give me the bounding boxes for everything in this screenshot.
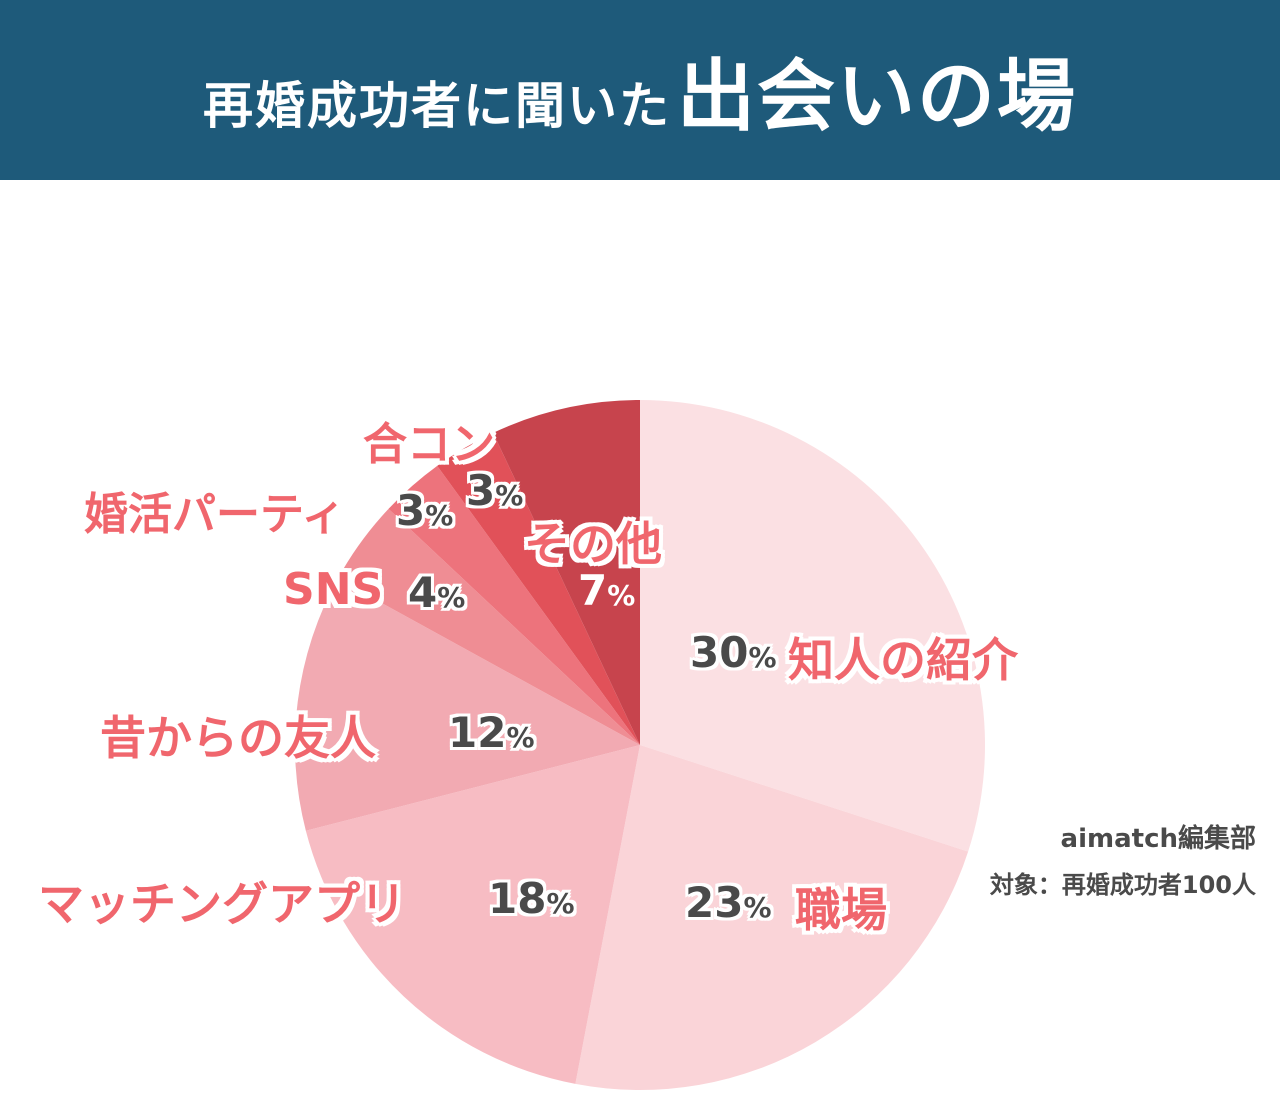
percent-value: 23 [685, 878, 744, 927]
slice-label-matching-app: マッチングアプリ [38, 877, 406, 931]
pie-slice-6 [437, 432, 640, 745]
header-banner: 再婚成功者に聞いた 出会いの場 [0, 0, 1280, 180]
pie-slice-0 [640, 400, 985, 852]
slice-percent-sonota: 7% [578, 566, 635, 615]
percent-value: 7 [578, 566, 608, 615]
percent-sign: % [506, 721, 535, 754]
pie-slice-3 [294, 578, 640, 831]
credit-text: aimatch編集部 [1060, 824, 1256, 854]
percent-value: 18 [488, 874, 547, 923]
pie-chart-area: 合コン 3% 婚活パーティ 3% SNS 4% その他 7% 30% 知人の紹介… [0, 180, 1280, 1091]
slice-label-sonota: その他 [524, 517, 662, 571]
page-title-large: 出会いの場 [676, 52, 1077, 142]
slice-percent-chijin: 30% [690, 628, 777, 677]
slice-label-chijin: 知人の紹介 [788, 633, 1018, 687]
slice-percent-konkatsu-party: 3% [396, 486, 453, 535]
pie-slice-7 [493, 400, 640, 745]
slice-percent-mukashi-yujin: 12% [448, 708, 535, 757]
percent-sign: % [607, 579, 636, 612]
pie-chart [294, 400, 985, 1091]
percent-sign: % [743, 891, 772, 924]
slice-percent-shokuba: 23% [685, 878, 772, 927]
pie-slice-4 [337, 508, 640, 745]
survey-target-text: 対象：再婚成功者100人 [989, 871, 1256, 899]
percent-sign: % [495, 479, 524, 512]
page-title: 再婚成功者に聞いた 出会いの場 [203, 34, 1077, 146]
percent-sign: % [748, 641, 777, 674]
slice-label-gokon: 合コン [363, 419, 495, 470]
footer-credits: aimatch編集部 対象：再婚成功者100人 [990, 818, 1256, 900]
percent-sign: % [546, 887, 575, 920]
percent-value: 30 [690, 628, 749, 677]
page-title-regular: 再婚成功者に聞いた [202, 77, 671, 135]
slice-percent-sns: 4% [408, 568, 465, 617]
slice-percent-matching-app: 18% [488, 874, 575, 923]
percent-value: 3 [396, 486, 426, 535]
percent-value: 3 [466, 466, 496, 515]
percent-sign: % [437, 581, 466, 614]
pie-slice-5 [388, 465, 640, 745]
slice-label-mukashi-yujin: 昔からの友人 [100, 711, 376, 765]
slice-label-konkatsu-party: 婚活パーティ [84, 489, 346, 540]
slice-percent-gokon: 3% [466, 466, 523, 515]
slice-label-sns: SNS [283, 564, 384, 615]
percent-sign: % [425, 499, 454, 532]
percent-value: 4 [408, 568, 438, 617]
percent-value: 12 [448, 708, 507, 757]
slice-label-shokuba: 職場 [795, 883, 887, 937]
